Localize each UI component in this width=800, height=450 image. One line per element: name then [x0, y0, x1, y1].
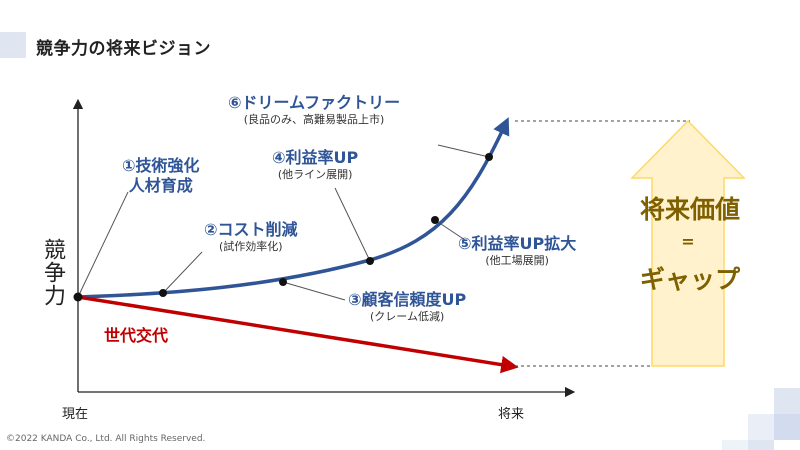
y-axis-title: 競争力	[40, 238, 65, 307]
milestone-5-label: ⑤利益率UP拡大 (他工場展開)	[458, 234, 576, 268]
gap-text-line3: ギャップ	[639, 265, 740, 294]
milestone-6-label: ⑥ドリームファクトリー (良品のみ、高難易製品上市)	[228, 93, 400, 127]
decline-label: 世代交代	[104, 326, 169, 345]
leader-5	[434, 219, 466, 241]
deco-square	[774, 388, 800, 414]
milestone-2-note: (試作効率化)	[218, 240, 283, 253]
milestone-5-title: ⑤利益率UP拡大	[458, 234, 577, 253]
milestone-5-note: (他工場展開)	[485, 254, 549, 267]
page-title: 競争力の将来ビジョン	[36, 39, 211, 59]
leader-2	[162, 251, 203, 294]
milestone-dot-4	[366, 257, 374, 265]
leader-1	[77, 191, 129, 298]
x-axis-end-label: 将来	[498, 407, 525, 422]
gap-text-equals: =	[681, 232, 695, 251]
milestone-6-title: ⑥ドリームファクトリー	[228, 93, 401, 112]
milestone-4-note: (他ライン展開)	[277, 168, 353, 181]
deco-square	[748, 414, 774, 440]
milestone-6-note: (良品のみ、高難易製品上市)	[243, 113, 385, 126]
deco-square	[748, 440, 774, 450]
copyright: ©2022 KANDA Co., Ltd. All Rights Reserve…	[6, 434, 206, 444]
deco-square	[722, 440, 748, 450]
milestone-4-title: ④利益率UP	[272, 148, 359, 167]
leader-4	[334, 187, 371, 262]
gap-text-line1: 将来価値	[639, 195, 740, 224]
title-accent-square	[0, 32, 26, 58]
gap-arrow	[630, 119, 746, 367]
milestone-dot-start	[73, 292, 83, 302]
milestone-4-label: ④利益率UP (他ライン展開)	[272, 148, 358, 182]
milestone-3-note: (クレーム低減)	[370, 310, 445, 323]
milestone-2-label: ②コスト削減 (試作効率化)	[204, 220, 298, 254]
milestone-dot-2	[159, 289, 167, 297]
milestone-dot-3	[279, 278, 287, 286]
milestone-1-label: ①技術強化 人材育成	[122, 156, 200, 196]
milestone-1-title-line2: 人材育成	[128, 176, 193, 195]
leader-6	[437, 144, 490, 158]
x-axis-start-label: 現在	[62, 407, 89, 422]
milestone-3-title: ③顧客信頼度UP	[348, 290, 467, 309]
milestone-dot-5	[431, 216, 439, 224]
leader-3	[282, 281, 346, 301]
milestone-dot-6	[485, 153, 493, 161]
decline-line	[77, 295, 519, 374]
milestone-2-title: ②コスト削減	[204, 220, 298, 239]
deco-square	[774, 414, 800, 440]
milestone-1-title: ①技術強化	[122, 156, 200, 175]
milestone-3-label: ③顧客信頼度UP (クレーム低減)	[348, 290, 466, 324]
